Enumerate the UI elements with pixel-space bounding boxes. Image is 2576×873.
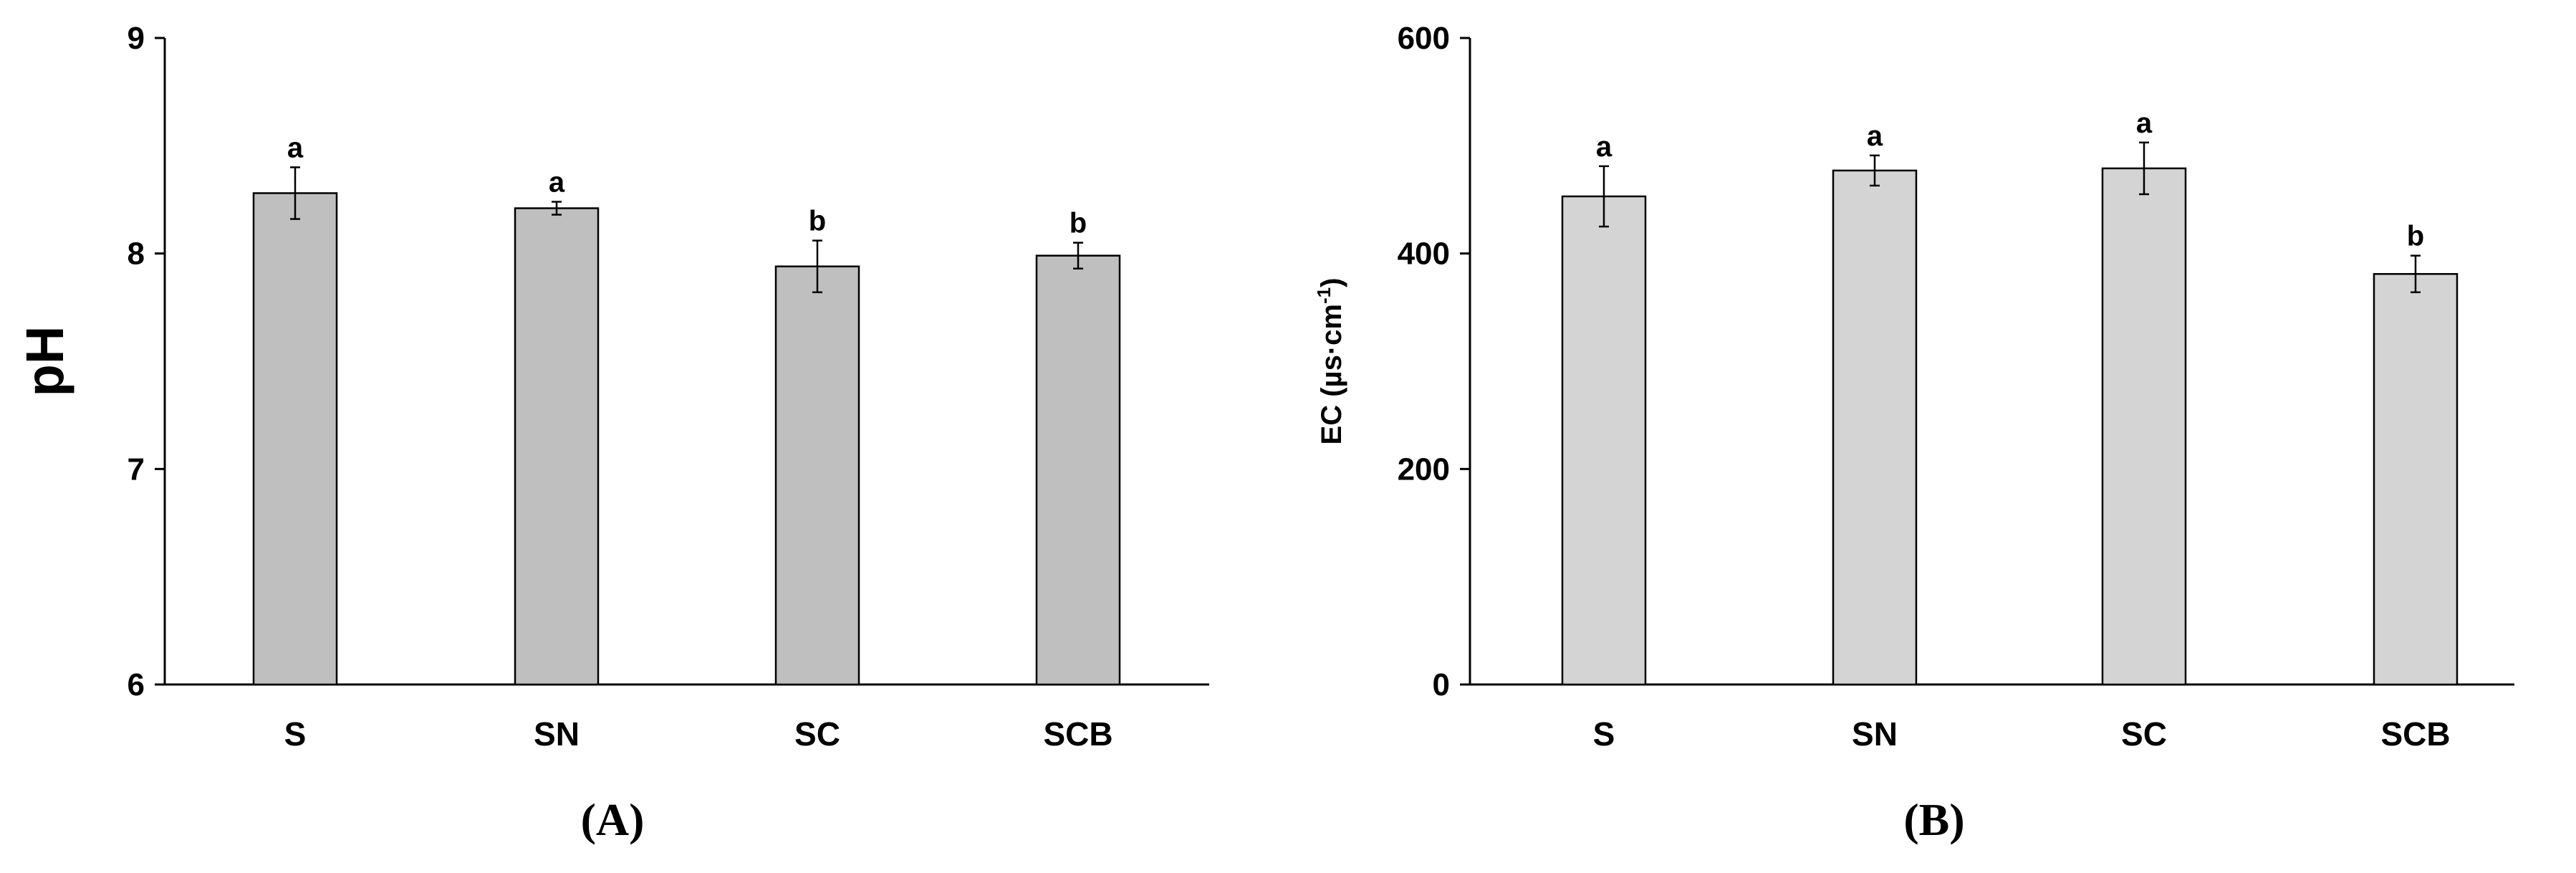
y-axis-label-text: pH (15, 326, 75, 397)
y-axis-label-suffix: ) (1316, 278, 1347, 287)
x-tick-label: SN (1852, 715, 1898, 753)
y-tick-label: 400 (1398, 237, 1450, 272)
y-axis-label: EC (µs·cm-1) (1313, 278, 1347, 445)
panel-b-ec-chart: 0 200 400 600 a Sa SN a SC b SCB EC (µs·cm-1) (B) (1313, 21, 2514, 845)
y-tick-label: 7 (128, 452, 145, 487)
bar-sn (1832, 169, 1918, 686)
y-tick-label: 6 (128, 667, 145, 702)
x-tick-label: SCB (2380, 715, 2450, 753)
significance-letter: b (809, 206, 826, 237)
significance-letter: a (1596, 131, 1613, 163)
significance-letter: a (1867, 120, 1883, 152)
x-tick-label: S (1593, 715, 1615, 753)
significance-letter: a (287, 132, 304, 163)
bar-sn (514, 207, 600, 686)
x-tick-label: S (284, 715, 307, 753)
significance-letter: b (1070, 208, 1087, 239)
significance-letter: a (2136, 108, 2153, 139)
y-axis-label: pH (15, 326, 75, 397)
significance-letter: a (549, 167, 565, 199)
y-tick-label: 9 (128, 21, 145, 56)
bar-s (252, 192, 338, 686)
y-tick-label: 0 (1433, 667, 1450, 702)
x-tick-label: SCB (1043, 715, 1112, 753)
x-tick-label: SC (2121, 715, 2167, 753)
panel-label: (A) (581, 794, 645, 845)
x-tick-label: SN (534, 715, 580, 753)
y-axis-label-text: EC (µs·cm (1316, 304, 1347, 444)
bar-sc (774, 265, 860, 686)
x-tick-label: SC (794, 715, 840, 753)
bar-scb (2373, 272, 2459, 686)
bar-sc (2101, 167, 2187, 686)
y-tick-label: 600 (1398, 21, 1450, 56)
bar-scb (1035, 254, 1121, 686)
panel-a-ph-chart: 6 7 8 9 a Sa SN b SC b SCB pH (A) (15, 21, 1209, 845)
y-tick-label: 200 (1398, 452, 1450, 487)
y-axis-label-superscript: -1 (1313, 287, 1335, 304)
panel-label: (B) (1903, 794, 1964, 845)
y-tick-label: 8 (128, 237, 145, 272)
bar-s (1561, 195, 1647, 686)
significance-letter: b (2407, 221, 2424, 252)
